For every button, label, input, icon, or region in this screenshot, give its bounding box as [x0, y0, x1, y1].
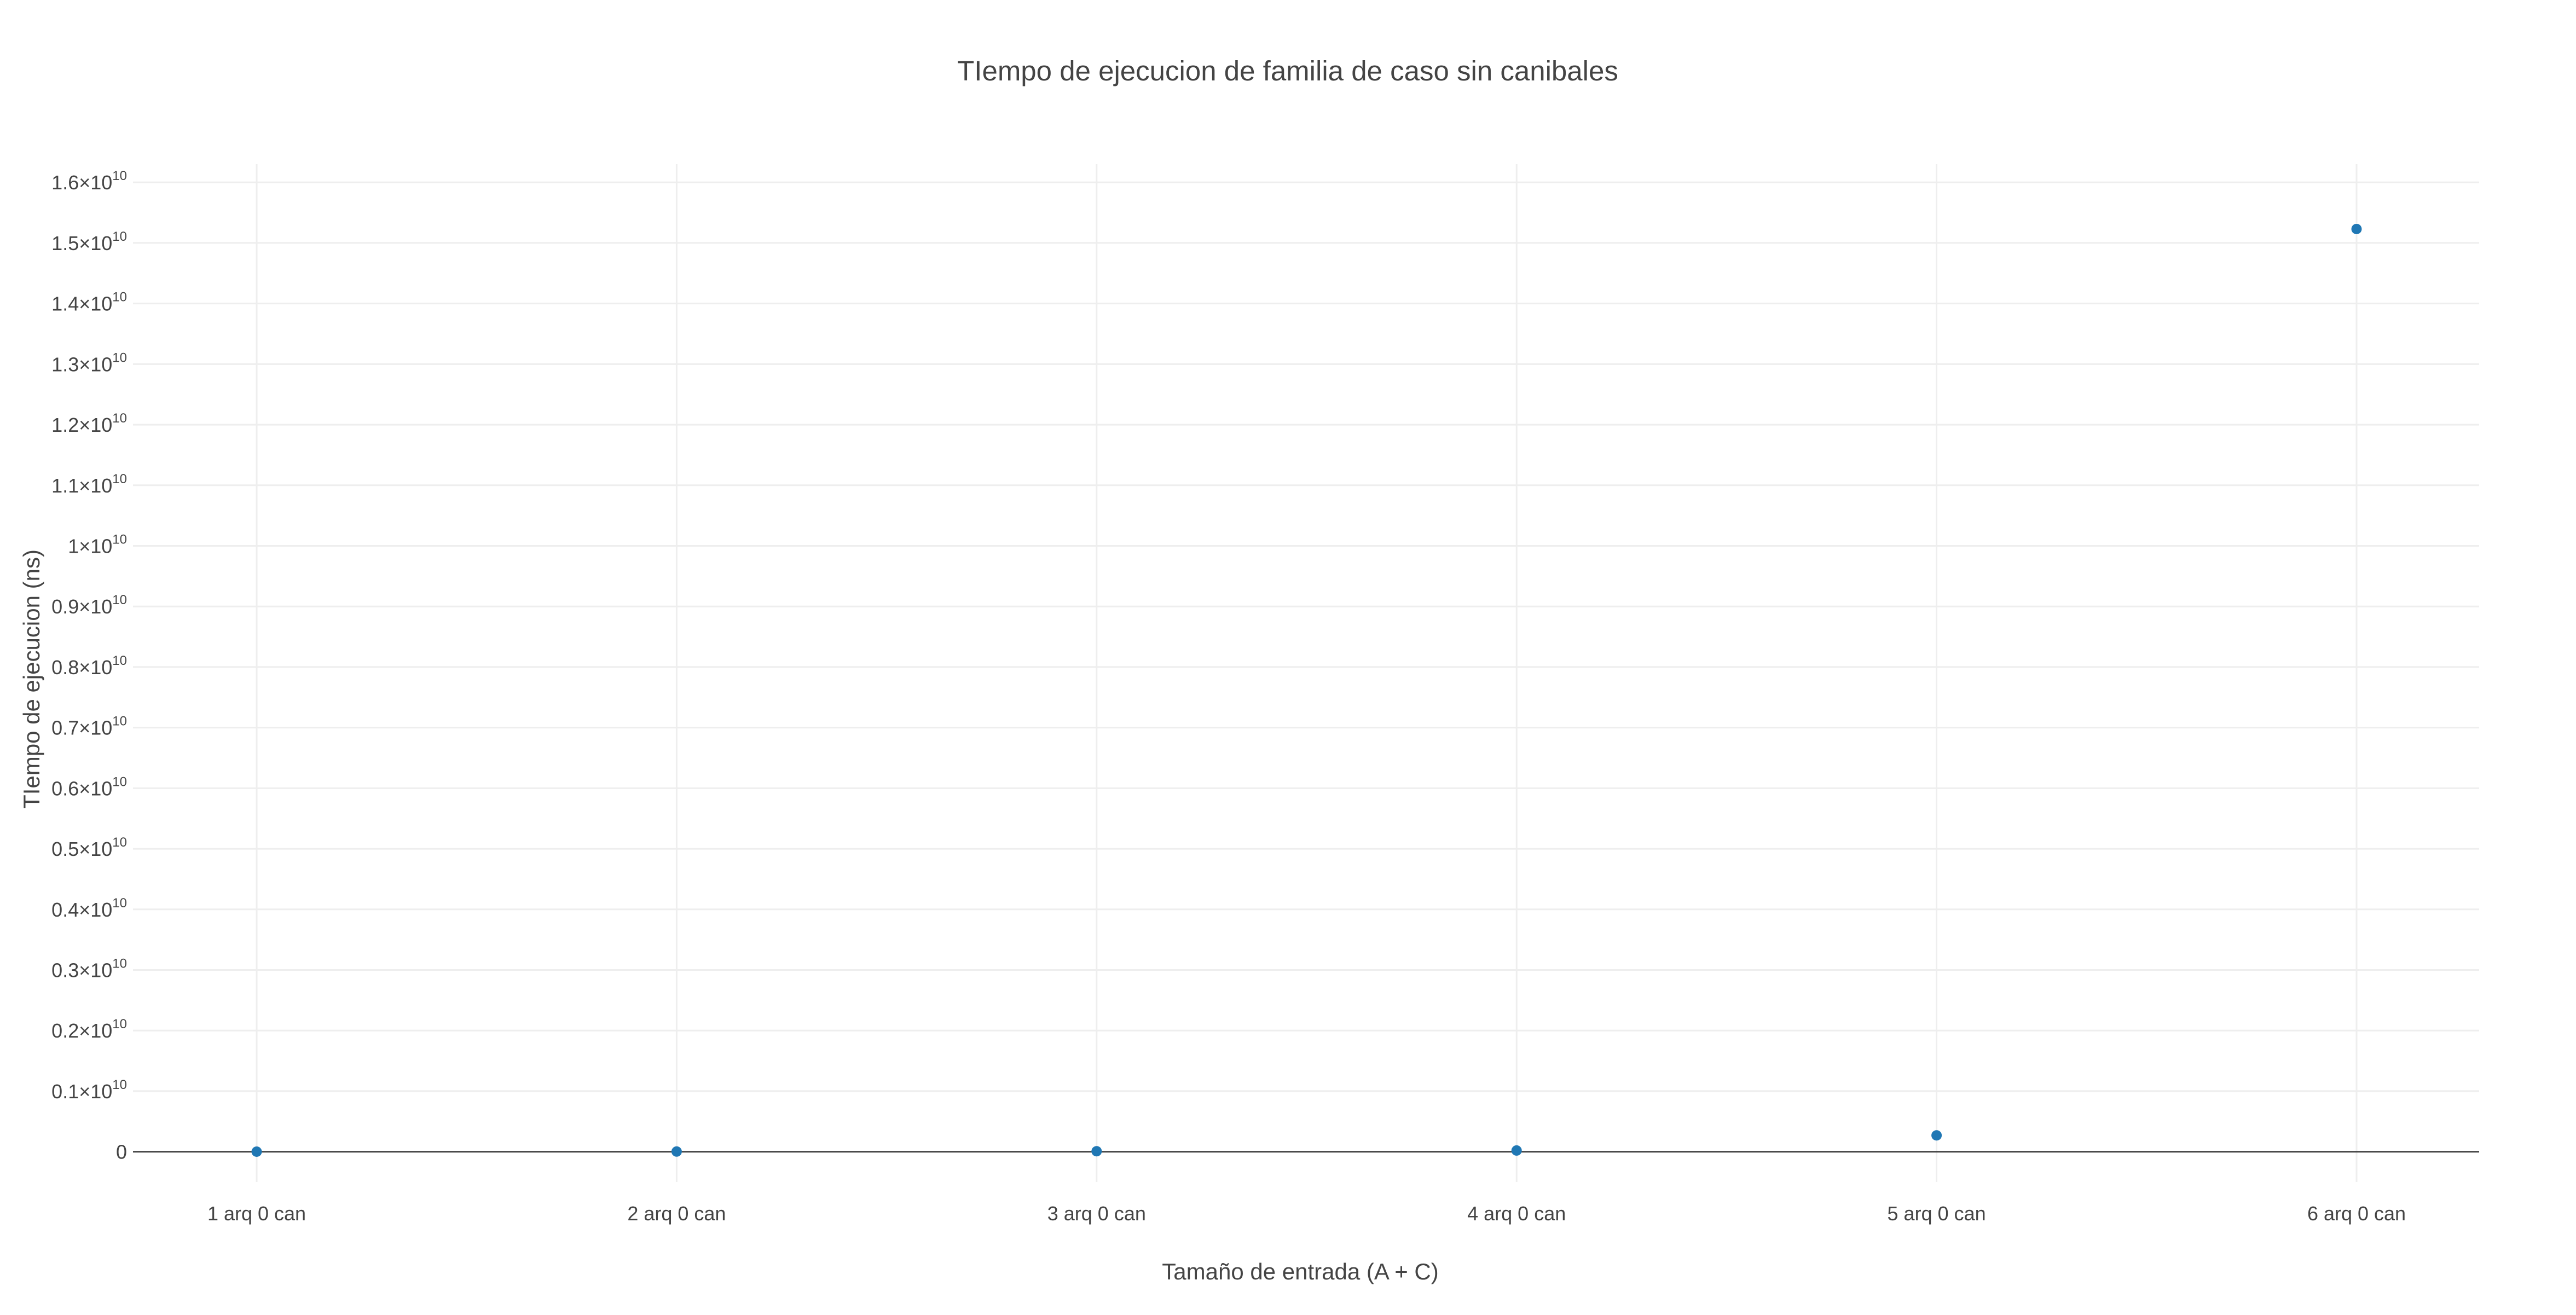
- x-tick-label: 5 arq 0 can: [1888, 1202, 1986, 1225]
- x-tick-label: 2 arq 0 can: [627, 1202, 726, 1225]
- y-tick-label: 0.5×1010: [51, 835, 127, 860]
- y-tick-label: 0.9×1010: [51, 593, 127, 618]
- data-point: [1931, 1130, 1942, 1141]
- y-tick-label: 0.6×1010: [51, 774, 127, 800]
- y-tick-label: 1.3×1010: [51, 350, 127, 375]
- x-tick-label: 4 arq 0 can: [1467, 1202, 1566, 1225]
- y-tick-label: 1.5×1010: [51, 229, 127, 254]
- data-point: [1511, 1145, 1522, 1156]
- y-tick-label: 0.4×1010: [51, 896, 127, 921]
- y-tick-label: 1.4×1010: [51, 290, 127, 315]
- x-tick-label: 1 arq 0 can: [207, 1202, 306, 1225]
- y-tick-label: 1×1010: [68, 532, 127, 558]
- data-point: [671, 1146, 682, 1157]
- y-tick-label: 1.1×1010: [51, 472, 127, 497]
- y-tick-label: 0.7×1010: [51, 714, 127, 739]
- y-tick-labels: 0 0.1×1010 0.2×1010 0.3×1010 0.4×1010 0.5×101…: [51, 169, 127, 1163]
- y-tick-label: 1.6×1010: [51, 169, 127, 194]
- y-tick-label: 0.2×1010: [51, 1017, 127, 1042]
- y-tick-label: 0: [116, 1141, 127, 1163]
- data-point: [1091, 1146, 1102, 1157]
- x-tick-label: 3 arq 0 can: [1047, 1202, 1146, 1225]
- chart-title: TIempo de ejecucion de familia de caso s…: [957, 55, 1618, 86]
- y-tick-label: 0.1×1010: [51, 1078, 127, 1103]
- y-axis-title: TIempo de ejecucion (ns): [19, 549, 44, 809]
- x-tick-labels: 1 arq 0 can 2 arq 0 can 3 arq 0 can 4 arq 0…: [207, 1202, 2406, 1225]
- x-tick-label: 6 arq 0 can: [2307, 1202, 2406, 1225]
- data-points: [251, 223, 2362, 1157]
- y-tick-label: 0.8×1010: [51, 653, 127, 679]
- grid-layer: [133, 164, 2479, 1182]
- x-axis-title: Tamaño de entrada (A + C): [1162, 1259, 1438, 1284]
- data-point: [251, 1146, 262, 1157]
- y-tick-label: 1.2×1010: [51, 411, 127, 436]
- data-point: [2351, 223, 2362, 234]
- y-tick-label: 0.3×1010: [51, 957, 127, 982]
